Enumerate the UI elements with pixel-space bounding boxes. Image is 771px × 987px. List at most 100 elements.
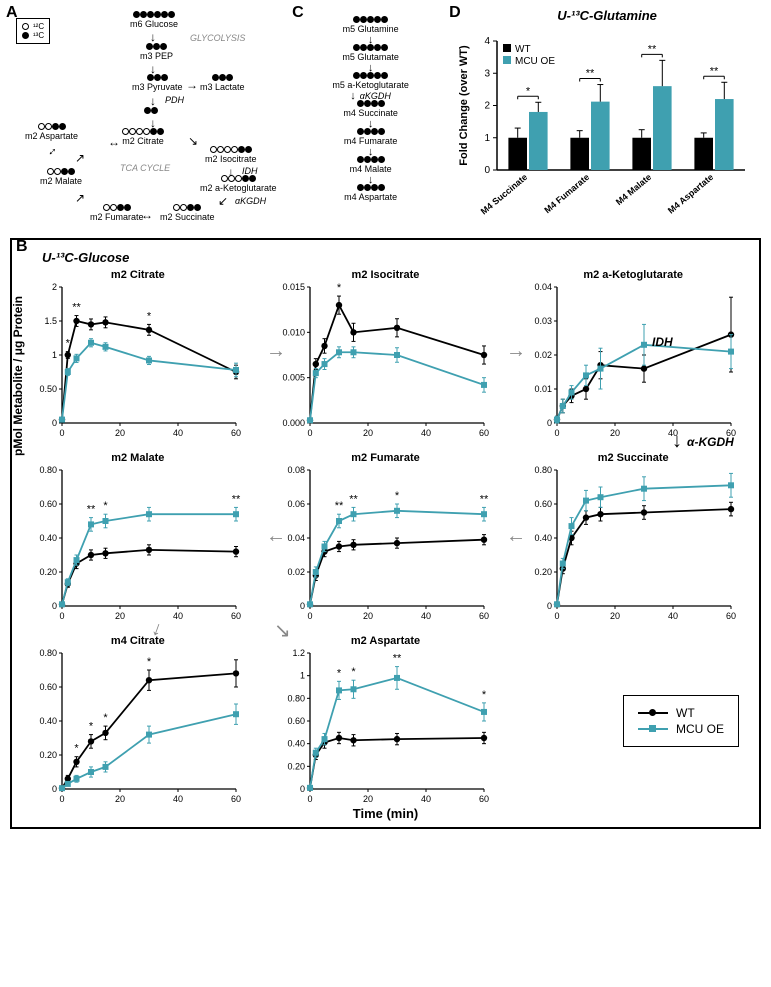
panel-b-label: B: [16, 238, 28, 256]
enz-akgdh: αKGDH: [235, 196, 266, 206]
svg-text:0: 0: [59, 428, 64, 438]
c12-label: ¹²C: [33, 22, 44, 31]
isotope-legend: ¹²C ¹³C: [16, 18, 50, 44]
svg-text:20: 20: [363, 428, 373, 438]
svg-text:1.2: 1.2: [292, 649, 305, 658]
svg-text:**: **: [586, 68, 595, 80]
svg-text:0.20: 0.20: [535, 567, 553, 577]
figure-root: A ¹²C ¹³C m6 Glucose ↓ GLYCOLYSIS m3 PEP…: [0, 0, 771, 837]
svg-text:60: 60: [479, 428, 489, 438]
svg-text:0.20: 0.20: [39, 750, 57, 760]
svg-text:*: *: [74, 743, 79, 755]
svg-text:*: *: [351, 666, 356, 678]
glycolysis-label: GLYCOLYSIS: [190, 33, 245, 43]
chart-5: m2 Succinate00.200.400.600.800204060: [519, 452, 747, 627]
svg-text:0.04: 0.04: [535, 283, 553, 292]
svg-text:60: 60: [231, 794, 241, 804]
svg-text:0.02: 0.02: [287, 567, 305, 577]
enz-idh-b: IDH: [652, 335, 673, 349]
svg-text:0: 0: [300, 601, 305, 611]
chart-1: m2 Isocitrate0.0000.0050.0100.0150204060…: [272, 269, 500, 444]
svg-text:**: **: [334, 500, 343, 512]
svg-text:0: 0: [52, 418, 57, 428]
svg-text:0.005: 0.005: [282, 373, 305, 383]
svg-text:60: 60: [726, 611, 736, 621]
svg-text:**: **: [87, 504, 96, 516]
svg-text:0.04: 0.04: [287, 533, 305, 543]
svg-text:0.06: 0.06: [287, 499, 305, 509]
svg-text:**: **: [710, 65, 719, 77]
panel-c-diagram: m5 Glutamine↓m5 Glutamate↓m5 a-Ketogluta…: [296, 8, 445, 228]
svg-text:0.40: 0.40: [535, 533, 553, 543]
svg-text:0.010: 0.010: [282, 327, 305, 337]
y-axis-label: pMol Metabolite / μg Protein: [11, 296, 25, 456]
svg-text:*: *: [147, 656, 152, 668]
met-lactate: m3 Lactate: [200, 74, 245, 92]
svg-text:0.60: 0.60: [39, 499, 57, 509]
svg-text:20: 20: [610, 611, 620, 621]
svg-text:0.40: 0.40: [39, 533, 57, 543]
svg-text:0.40: 0.40: [39, 716, 57, 726]
svg-text:0: 0: [300, 784, 305, 794]
svg-text:0.80: 0.80: [535, 466, 553, 475]
svg-text:0.60: 0.60: [39, 682, 57, 692]
svg-text:M4 Succinate: M4 Succinate: [479, 172, 529, 217]
svg-text:2: 2: [485, 101, 491, 112]
svg-text:0: 0: [307, 428, 312, 438]
svg-text:0.80: 0.80: [39, 466, 57, 475]
svg-text:0: 0: [307, 794, 312, 804]
panel-b-title: U-¹³C-Glucose: [38, 250, 747, 265]
svg-text:0.20: 0.20: [287, 761, 305, 771]
svg-text:*: *: [526, 85, 531, 97]
svg-text:4: 4: [485, 36, 491, 47]
svg-text:0: 0: [555, 428, 560, 438]
svg-text:0.03: 0.03: [535, 316, 553, 326]
met-glucose: m6 Glucose: [130, 11, 178, 29]
panel-d-label: D: [449, 4, 461, 22]
panel-d-title: U-¹³C-Glutamine: [453, 8, 761, 23]
met-c-aspartate: m4 Aspartate: [296, 184, 445, 202]
panel-a: A ¹²C ¹³C m6 Glucose ↓ GLYCOLYSIS m3 PEP…: [10, 8, 288, 228]
svg-text:1: 1: [300, 671, 305, 681]
svg-text:**: **: [232, 493, 241, 505]
met-aspartate: m2 Aspartate: [25, 123, 78, 141]
svg-text:*: *: [395, 490, 400, 502]
flow-arrow: ←: [266, 525, 286, 548]
chart-7: m2 Aspartate00.200.400.600.8011.20204060…: [272, 635, 500, 810]
chart-2: m2 a-Ketoglutarate00.010.020.030.0402040…: [519, 269, 747, 444]
svg-text:0: 0: [485, 165, 491, 176]
svg-text:20: 20: [115, 611, 125, 621]
svg-text:20: 20: [363, 794, 373, 804]
svg-text:0.80: 0.80: [39, 649, 57, 658]
svg-text:0.60: 0.60: [287, 716, 305, 726]
svg-text:**: **: [72, 302, 81, 314]
svg-text:*: *: [66, 338, 71, 350]
svg-text:MCU OE: MCU OE: [515, 56, 555, 67]
svg-text:0: 0: [52, 784, 57, 794]
svg-text:0.000: 0.000: [282, 418, 305, 428]
svg-text:20: 20: [115, 428, 125, 438]
met-c-glutamine: m5 Glutamine: [296, 16, 445, 34]
svg-text:0: 0: [555, 611, 560, 621]
met-pep: m3 PEP: [140, 43, 173, 61]
svg-text:20: 20: [115, 794, 125, 804]
svg-text:**: **: [392, 653, 401, 665]
met-akg: m2 a-Ketoglutarate: [200, 175, 277, 193]
chart-3: m2 Malate00.200.400.600.800204060*****: [24, 452, 252, 627]
legend-oe: MCU OE: [676, 722, 724, 736]
svg-text:0: 0: [547, 418, 552, 428]
svg-text:40: 40: [173, 428, 183, 438]
svg-text:40: 40: [173, 611, 183, 621]
svg-text:20: 20: [363, 611, 373, 621]
panel-d: D U-¹³C-Glutamine 01234Fold Change (over…: [453, 8, 761, 228]
met-c-malate: m4 Malate: [296, 156, 445, 174]
svg-text:*: *: [337, 283, 342, 294]
panel-b-legend: WT MCU OE: [623, 695, 739, 747]
svg-text:20: 20: [610, 428, 620, 438]
svg-text:0: 0: [59, 611, 64, 621]
svg-text:2: 2: [52, 283, 57, 292]
svg-text:40: 40: [668, 611, 678, 621]
svg-text:M4 Aspartate: M4 Aspartate: [666, 172, 715, 216]
svg-text:*: *: [482, 689, 487, 701]
svg-text:1: 1: [52, 350, 57, 360]
